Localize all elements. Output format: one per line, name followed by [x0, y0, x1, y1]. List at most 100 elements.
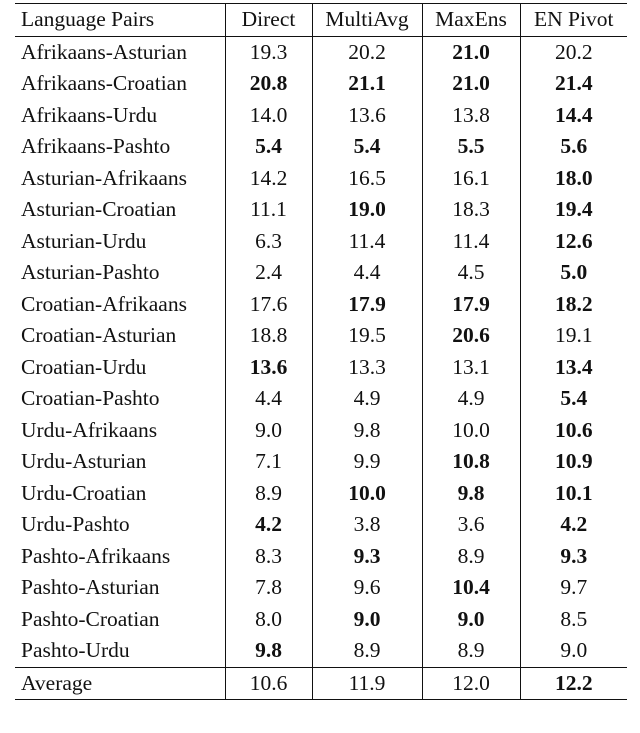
header-maxens: MaxEns — [422, 3, 521, 37]
table-row: Asturian-Croatian 11.1 19.0 18.3 19.4 — [15, 194, 627, 226]
language-pair-cell: Urdu-Pashto — [15, 509, 226, 541]
maxens-score-cell: 11.4 — [422, 225, 521, 257]
maxens-score-cell: 3.6 — [422, 509, 521, 541]
language-pair-cell: Pashto-Asturian — [15, 572, 226, 604]
en-pivot-score-cell: 9.0 — [560, 638, 588, 662]
multiavg-score-cell: 10.0 — [312, 477, 423, 509]
header-language-pairs: Language Pairs — [15, 3, 226, 37]
table-row: Asturian-Urdu 6.3 11.4 11.4 12.6 — [15, 225, 627, 257]
direct-score-cell: 14.0 — [225, 99, 313, 131]
en-pivot-score-cell: 10.6 — [554, 417, 593, 442]
language-pair-cell: Urdu-Afrikaans — [15, 414, 226, 446]
multiavg-score-cell: 3.8 — [312, 509, 423, 541]
table-row: Croatian-Afrikaans 17.6 17.9 17.9 18.2 — [15, 288, 627, 320]
direct-score-cell: 9.8 — [225, 635, 313, 667]
en-pivot-score-cell: 14.4 — [554, 102, 593, 127]
multiavg-score-cell: 9.6 — [312, 572, 423, 604]
table-row: Asturian-Pashto 2.4 4.4 4.5 5.0 — [15, 257, 627, 289]
direct-score-cell: 17.6 — [225, 288, 313, 320]
multiavg-score-cell: 21.1 — [312, 68, 423, 100]
language-pair-cell: Afrikaans-Asturian — [15, 36, 226, 68]
multiavg-score-cell: 17.9 — [312, 288, 423, 320]
table-header-row: Language Pairs Direct MultiAvg MaxEns EN… — [15, 3, 627, 37]
multiavg-score-cell: 19.0 — [312, 194, 423, 226]
average-maxens: 12.0 — [422, 666, 521, 700]
language-pair-cell: Asturian-Croatian — [15, 194, 226, 226]
en-pivot-score-cell: 9.3 — [560, 543, 588, 568]
direct-score-cell: 2.4 — [225, 257, 313, 289]
multiavg-score-cell: 11.4 — [312, 225, 423, 257]
multiavg-score-cell: 8.9 — [312, 635, 423, 667]
multiavg-score-cell: 4.4 — [312, 257, 423, 289]
en-pivot-score-cell: 4.2 — [560, 512, 588, 536]
language-pair-cell: Croatian-Pashto — [15, 383, 226, 415]
direct-score-cell: 13.6 — [225, 351, 313, 383]
multiavg-score-cell: 16.5 — [312, 162, 423, 194]
multiavg-score-cell: 19.5 — [312, 320, 423, 352]
direct-score-cell: 4.4 — [225, 383, 313, 415]
direct-score-cell: 8.0 — [225, 603, 313, 635]
maxens-score-cell: 10.0 — [422, 414, 521, 446]
table-row: Croatian-Asturian 18.8 19.5 20.6 19.1 — [15, 320, 627, 352]
maxens-score-cell: 18.3 — [422, 194, 521, 226]
en-pivot-score-cell: 20.2 — [554, 39, 593, 64]
multiavg-score-cell: 9.0 — [312, 603, 423, 635]
maxens-score-cell: 4.9 — [422, 383, 521, 415]
maxens-score-cell: 13.1 — [422, 351, 521, 383]
language-pair-cell: Croatian-Urdu — [15, 351, 226, 383]
maxens-score-cell: 21.0 — [422, 36, 521, 68]
table-row: Urdu-Croatian 8.9 10.0 9.8 10.1 — [15, 477, 627, 509]
header-multiavg: MultiAvg — [312, 3, 423, 37]
header-direct: Direct — [225, 3, 313, 37]
table-row: Urdu-Pashto 4.2 3.8 3.6 4.2 — [15, 509, 627, 541]
maxens-score-cell: 9.8 — [422, 477, 521, 509]
en-pivot-score-cell: 5.6 — [560, 134, 588, 158]
table-row: Afrikaans-Asturian 19.3 20.2 21.0 20.2 — [15, 36, 627, 68]
direct-score-cell: 7.8 — [225, 572, 313, 604]
multiavg-score-cell: 13.3 — [312, 351, 423, 383]
language-pair-cell: Croatian-Asturian — [15, 320, 226, 352]
table-row: Afrikaans-Urdu 14.0 13.6 13.8 14.4 — [15, 99, 627, 131]
language-pair-cell: Croatian-Afrikaans — [15, 288, 226, 320]
table-average-row: Average 10.6 11.9 12.0 12.2 — [15, 666, 627, 700]
table-row: Pashto-Asturian 7.8 9.6 10.4 9.7 — [15, 572, 627, 604]
bleu-results-table: Language Pairs Direct MultiAvg MaxEns EN… — [15, 3, 627, 700]
en-pivot-score-cell: 18.0 — [554, 165, 593, 190]
maxens-score-cell: 10.8 — [422, 446, 521, 478]
en-pivot-score-cell: 9.7 — [560, 575, 588, 599]
multiavg-score-cell: 5.4 — [312, 131, 423, 163]
en-pivot-score-cell: 18.2 — [554, 291, 593, 316]
maxens-score-cell: 16.1 — [422, 162, 521, 194]
table-row: Pashto-Urdu 9.8 8.9 8.9 9.0 — [15, 635, 627, 667]
table-row: Urdu-Afrikaans 9.0 9.8 10.0 10.6 — [15, 414, 627, 446]
language-pair-cell: Asturian-Pashto — [15, 257, 226, 289]
direct-score-cell: 5.4 — [225, 131, 313, 163]
language-pair-cell: Afrikaans-Croatian — [15, 68, 226, 100]
direct-score-cell: 9.0 — [225, 414, 313, 446]
en-pivot-score-cell: 5.4 — [560, 386, 588, 410]
language-pair-cell: Pashto-Urdu — [15, 635, 226, 667]
direct-score-cell: 8.3 — [225, 540, 313, 572]
en-pivot-score-cell: 19.1 — [554, 323, 593, 347]
table-row: Asturian-Afrikaans 14.2 16.5 16.1 18.0 — [15, 162, 627, 194]
maxens-score-cell: 9.0 — [422, 603, 521, 635]
language-pair-cell: Asturian-Afrikaans — [15, 162, 226, 194]
maxens-score-cell: 21.0 — [422, 68, 521, 100]
maxens-score-cell: 8.9 — [422, 540, 521, 572]
average-multiavg: 11.9 — [312, 666, 423, 700]
table-row: Pashto-Afrikaans 8.3 9.3 8.9 9.3 — [15, 540, 627, 572]
table-row: Afrikaans-Pashto 5.4 5.4 5.5 5.6 — [15, 131, 627, 163]
multiavg-score-cell: 20.2 — [312, 36, 423, 68]
maxens-score-cell: 20.6 — [422, 320, 521, 352]
direct-score-cell: 19.3 — [225, 36, 313, 68]
multiavg-score-cell: 9.9 — [312, 446, 423, 478]
multiavg-score-cell: 4.9 — [312, 383, 423, 415]
language-pair-cell: Pashto-Croatian — [15, 603, 226, 635]
table-row: Croatian-Urdu 13.6 13.3 13.1 13.4 — [15, 351, 627, 383]
maxens-score-cell: 4.5 — [422, 257, 521, 289]
direct-score-cell: 7.1 — [225, 446, 313, 478]
average-en-pivot: 12.2 — [520, 666, 627, 700]
en-pivot-score-cell: 10.1 — [554, 480, 593, 505]
multiavg-score-cell: 9.3 — [312, 540, 423, 572]
maxens-score-cell: 13.8 — [422, 99, 521, 131]
